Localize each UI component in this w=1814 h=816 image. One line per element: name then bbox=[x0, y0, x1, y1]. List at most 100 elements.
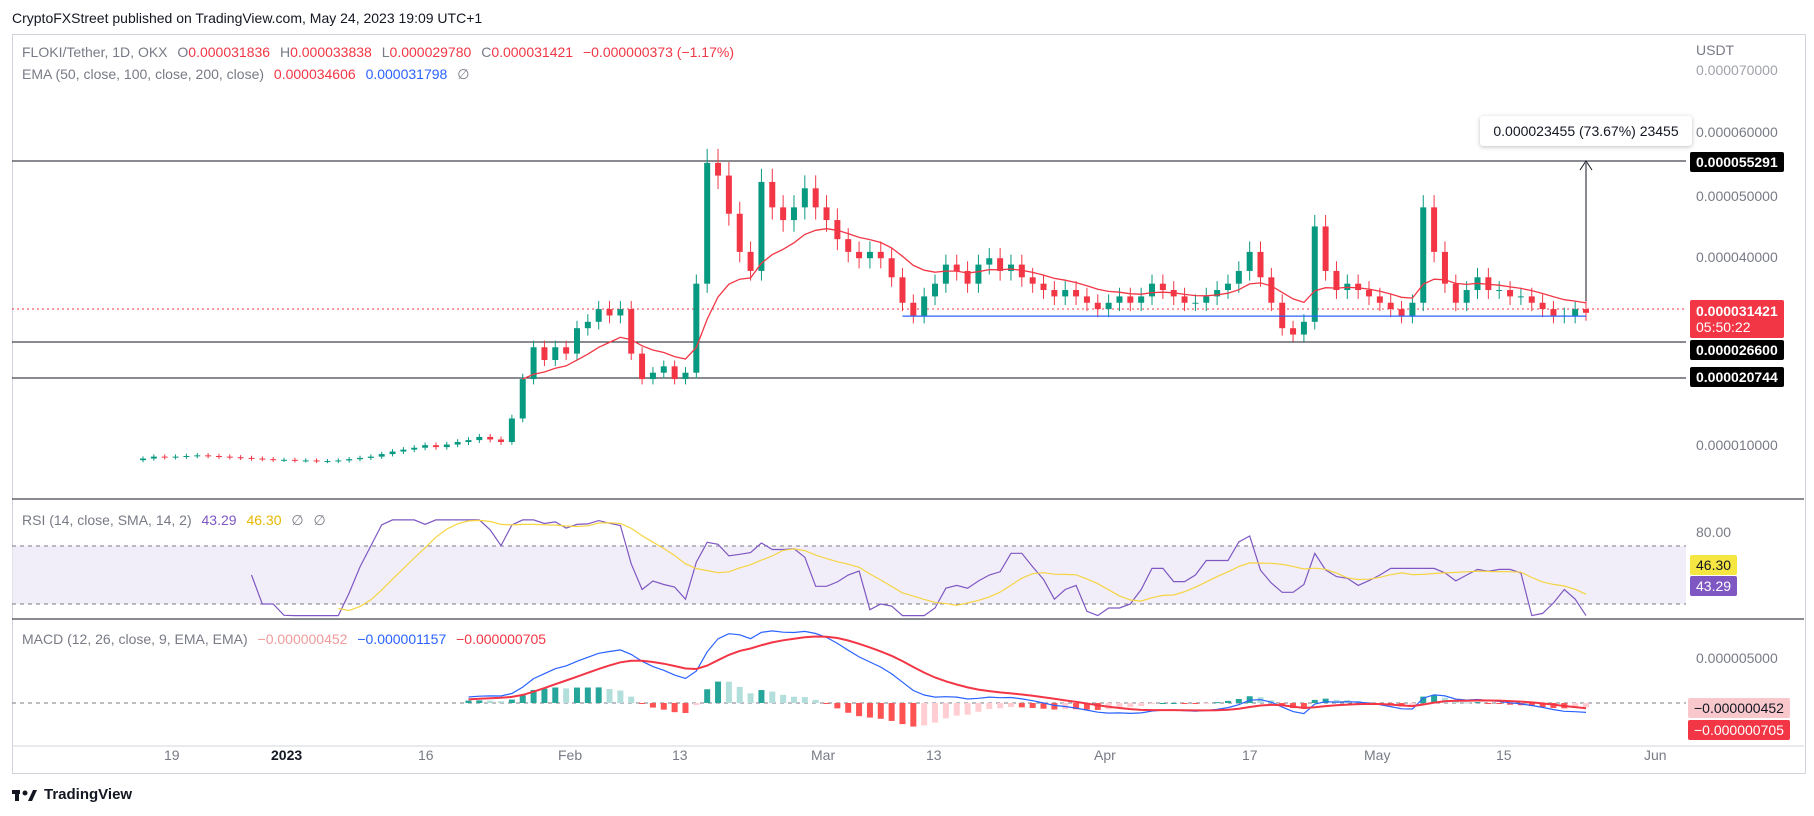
candle-body bbox=[1138, 296, 1145, 303]
candle-body bbox=[1376, 296, 1383, 303]
macd-hist-bar bbox=[1583, 703, 1589, 708]
candle-body bbox=[1463, 290, 1470, 303]
macd-hist-bar bbox=[595, 687, 602, 703]
macd-hist-bar bbox=[910, 703, 917, 727]
macd-hist-bar bbox=[801, 697, 808, 703]
macd-hist-bar bbox=[508, 699, 515, 703]
candle-body bbox=[693, 283, 700, 373]
candle-body bbox=[834, 220, 841, 240]
macd-hist-bar bbox=[823, 703, 830, 704]
rsi-value: 43.29 bbox=[201, 512, 237, 528]
level-tag-2: 0.000026600 bbox=[1690, 340, 1784, 360]
candle-body bbox=[812, 188, 819, 208]
candle-body bbox=[281, 459, 288, 461]
candle-body bbox=[324, 461, 331, 463]
candle-body bbox=[606, 309, 613, 316]
ema50-value: 0.000034606 bbox=[273, 66, 356, 82]
macd-hist-bar bbox=[758, 690, 765, 703]
rsi-sma-line bbox=[338, 519, 1587, 612]
time-tick-13b: 13 bbox=[926, 747, 942, 763]
candle-body bbox=[1192, 302, 1199, 304]
macd-hist-bar bbox=[1149, 703, 1156, 704]
candle-body bbox=[194, 455, 201, 457]
candle-body bbox=[628, 309, 635, 354]
macd-hist-bar bbox=[1409, 703, 1416, 706]
macd-hist-bar bbox=[725, 681, 732, 703]
candle-body bbox=[584, 321, 591, 329]
macd-signal-line bbox=[468, 635, 1587, 712]
candle-body bbox=[1300, 321, 1307, 335]
macd-hist-bar bbox=[715, 681, 722, 703]
macd-hist-bar bbox=[1192, 703, 1199, 704]
macd-hist-bar bbox=[1181, 703, 1188, 704]
ema100-value: 0.000031798 bbox=[365, 66, 448, 82]
level-tag-1: 0.000055291 bbox=[1690, 152, 1784, 172]
footer-brand[interactable]: TradingView bbox=[12, 786, 132, 803]
candle-body bbox=[975, 264, 982, 284]
candle-body bbox=[1268, 277, 1275, 303]
macd-hist-bar bbox=[649, 703, 656, 708]
candle-body bbox=[270, 459, 277, 461]
candles-group bbox=[140, 148, 1589, 464]
macd-hist-bar bbox=[877, 703, 884, 719]
candle-body bbox=[1398, 309, 1405, 316]
macd-signal-tag: −0.000000705 bbox=[1688, 720, 1790, 740]
macd-hist-bar bbox=[1214, 702, 1221, 704]
macd-signal-value: −0.000000705 bbox=[456, 631, 547, 647]
candle-body bbox=[1322, 226, 1329, 271]
macd-hist-bar bbox=[1452, 701, 1459, 703]
ema50-line bbox=[522, 228, 1587, 380]
macd-hist-bar bbox=[606, 689, 613, 703]
time-tick-may: May bbox=[1364, 747, 1391, 763]
macd-hist-bar bbox=[1485, 703, 1492, 704]
candle-body bbox=[1485, 277, 1492, 291]
candle-body bbox=[671, 366, 678, 380]
macd-label: MACD (12, 26, close, 9, EMA, EMA) bbox=[22, 631, 248, 647]
candle-body bbox=[237, 457, 244, 459]
macd-tick: 0.000005000 bbox=[1696, 650, 1778, 666]
candle-body bbox=[1409, 302, 1416, 316]
macd-hist-bar bbox=[476, 700, 483, 703]
macd-hist-bar bbox=[1431, 695, 1438, 703]
candle-body bbox=[1355, 283, 1362, 291]
candle-body bbox=[1528, 296, 1535, 303]
macd-hist-bar bbox=[693, 703, 700, 706]
low-value: 0.000029780 bbox=[389, 44, 472, 60]
candle-body bbox=[302, 460, 309, 462]
footer-brand-text: TradingView bbox=[44, 786, 133, 803]
candle-body bbox=[790, 207, 797, 221]
macd-hist-bar bbox=[953, 703, 960, 716]
macd-hist-bar bbox=[1420, 696, 1427, 703]
macd-hist-bar bbox=[573, 687, 580, 703]
countdown-value: 05:50:22 bbox=[1696, 319, 1751, 335]
candle-body bbox=[248, 457, 255, 459]
candle-body bbox=[1539, 302, 1546, 310]
macd-hist-bar bbox=[1539, 703, 1546, 708]
macd-hist-bar bbox=[530, 689, 537, 703]
macd-hist-bar bbox=[899, 703, 906, 725]
macd-hist-bar bbox=[1073, 703, 1080, 710]
candle-body bbox=[1040, 283, 1047, 291]
time-tick-jun: Jun bbox=[1644, 747, 1667, 763]
candle-body bbox=[823, 207, 830, 221]
candle-body bbox=[1062, 290, 1069, 297]
macd-hist-bar bbox=[1279, 703, 1286, 705]
macd-hist-bar bbox=[1235, 699, 1242, 703]
candle-body bbox=[378, 454, 385, 457]
candle-body bbox=[725, 175, 732, 214]
candle-body bbox=[1235, 270, 1242, 284]
macd-hist-bar bbox=[1290, 703, 1297, 709]
macd-hist-bar bbox=[584, 687, 591, 703]
candle-body bbox=[519, 379, 526, 419]
macd-hist-bar bbox=[1496, 703, 1503, 704]
macd-hist-bar bbox=[671, 703, 678, 713]
candle-body bbox=[595, 309, 602, 322]
candle-body bbox=[715, 162, 722, 176]
candle-body bbox=[335, 460, 342, 462]
currency-label: USDT bbox=[1696, 42, 1735, 58]
candle-body bbox=[172, 456, 179, 458]
candle-body bbox=[801, 188, 808, 208]
macd-hist-bar bbox=[617, 690, 624, 703]
rsi-na-1: ∅ bbox=[291, 512, 304, 528]
